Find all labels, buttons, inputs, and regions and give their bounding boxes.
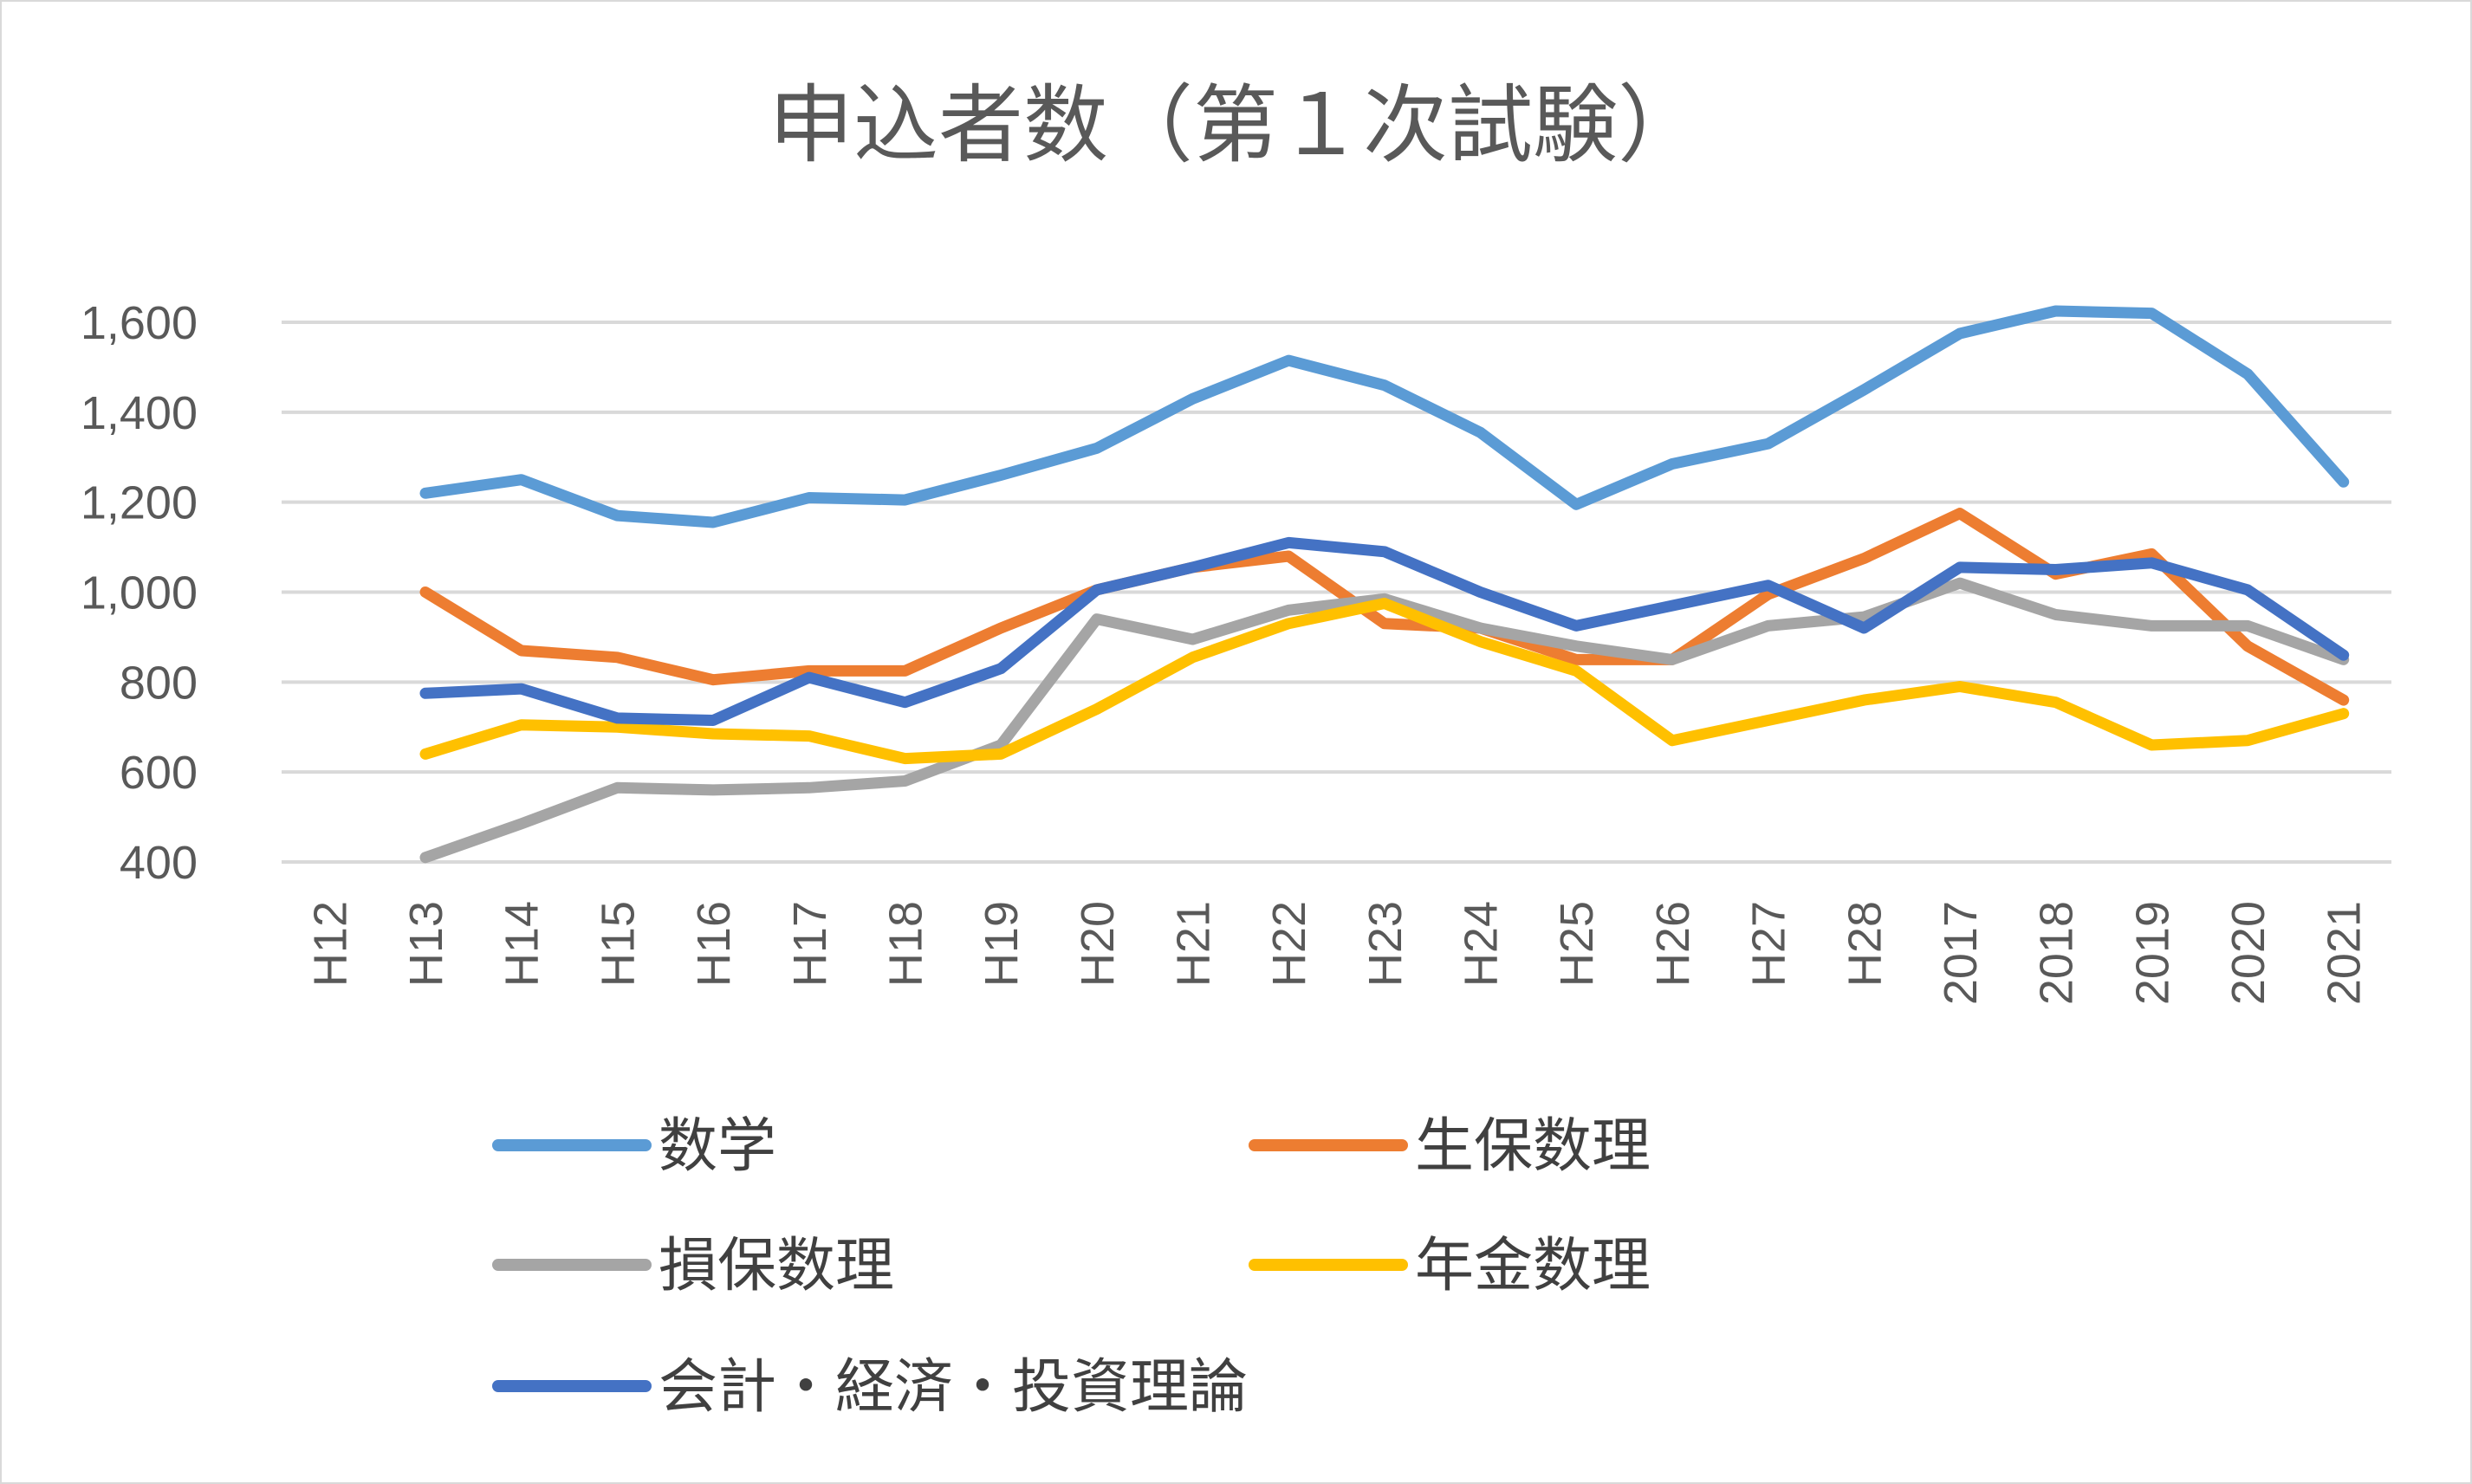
x-tick-label: H21 [1167, 901, 1219, 987]
x-tick-label: 2018 [2031, 901, 2083, 1005]
y-tick-label: 1,400 [81, 387, 198, 439]
x-tick-label: H14 [496, 901, 548, 987]
x-tick-label: H24 [1456, 901, 1508, 987]
x-tick-label: H18 [879, 901, 931, 987]
y-tick-label: 1,000 [81, 567, 198, 619]
x-tick-label: 2017 [1935, 901, 1987, 1005]
y-tick-label: 1,600 [81, 297, 198, 349]
x-tick-label: H13 [400, 901, 452, 987]
x-tick-label: H20 [1072, 901, 1124, 987]
x-tick-label: H15 [592, 901, 644, 987]
legend-label: 会計・経済・投資理論 [659, 1353, 1248, 1422]
x-tick-label: 2021 [2319, 901, 2371, 1005]
y-axis-ticks: 400 600 800 1,000 1,200 1,400 1,600 [81, 297, 198, 889]
legend-label: 年金数理 [1415, 1232, 1651, 1300]
x-tick-label: H26 [1647, 901, 1699, 987]
series-line-3 [419, 598, 2350, 765]
x-tick-label: 2019 [2126, 901, 2178, 1005]
gridlines [282, 321, 2391, 864]
x-axis-ticks: H12 H13 H14 H15 H16 H17 H18 H19 H20 H21 H22 H23 H24 H… [304, 901, 2370, 1005]
chart-title: 申込者数（第１次試験） [769, 76, 1703, 175]
y-tick-label: 800 [120, 657, 198, 709]
legend-label: 損保数理 [659, 1232, 894, 1300]
x-tick-label: H16 [688, 901, 740, 987]
legend-label: 生保数理 [1415, 1112, 1651, 1181]
y-tick-label: 600 [120, 747, 198, 799]
x-tick-label: H22 [1263, 901, 1315, 987]
x-tick-label: H17 [784, 901, 836, 987]
x-tick-label: H19 [976, 901, 1028, 987]
x-tick-label: H23 [1359, 901, 1411, 987]
y-tick-label: 1,200 [81, 477, 198, 529]
x-tick-label: H12 [304, 901, 356, 987]
series-line-4 [419, 536, 2350, 726]
x-tick-label: H27 [1743, 901, 1795, 987]
legend-label: 数学 [659, 1112, 776, 1181]
series-lines [419, 305, 2350, 864]
x-tick-label: H28 [1839, 901, 1891, 987]
x-tick-label: 2020 [2222, 901, 2274, 1005]
series-line-0 [419, 305, 2350, 528]
x-tick-label: H25 [1551, 901, 1603, 987]
y-tick-label: 400 [120, 837, 198, 889]
series-line-1 [419, 508, 2350, 706]
